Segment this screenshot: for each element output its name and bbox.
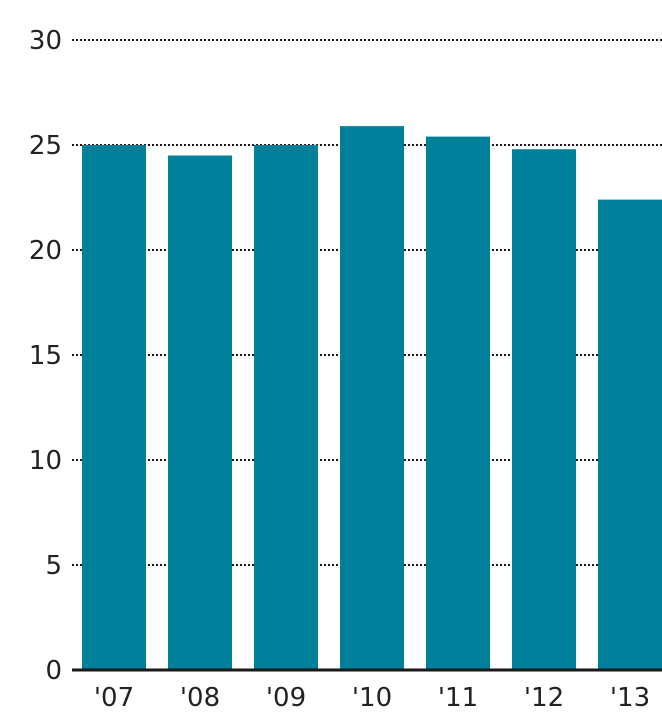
x-tick-labels: '07 '08 '09 '10 '11 '12 '13 (94, 683, 650, 713)
y-tick-label-20: 20 (29, 236, 62, 266)
x-tick-label-12: '12 (524, 683, 564, 713)
bar-07 (82, 145, 146, 670)
y-tick-label-30: 30 (29, 26, 62, 56)
bar-10 (340, 126, 404, 671)
y-tick-label-10: 10 (29, 446, 62, 476)
bars (82, 126, 662, 671)
y-tick-labels: 0 5 10 15 20 25 30 (29, 26, 62, 686)
y-tick-label-0: 0 (45, 656, 62, 686)
x-tick-label-08: '08 (180, 683, 220, 713)
bar-09 (254, 145, 318, 670)
y-tick-label-5: 5 (45, 551, 62, 581)
bar-12 (512, 149, 576, 670)
bar-11 (426, 136, 490, 671)
x-tick-label-09: '09 (266, 683, 306, 713)
x-tick-label-13: '13 (610, 683, 650, 713)
y-tick-label-25: 25 (29, 131, 62, 161)
x-tick-label-07: '07 (94, 683, 134, 713)
x-tick-label-11: '11 (438, 683, 478, 713)
y-tick-label-15: 15 (29, 341, 62, 371)
x-tick-label-10: '10 (352, 683, 392, 713)
bar-13 (598, 199, 662, 670)
bar-08 (168, 155, 232, 670)
